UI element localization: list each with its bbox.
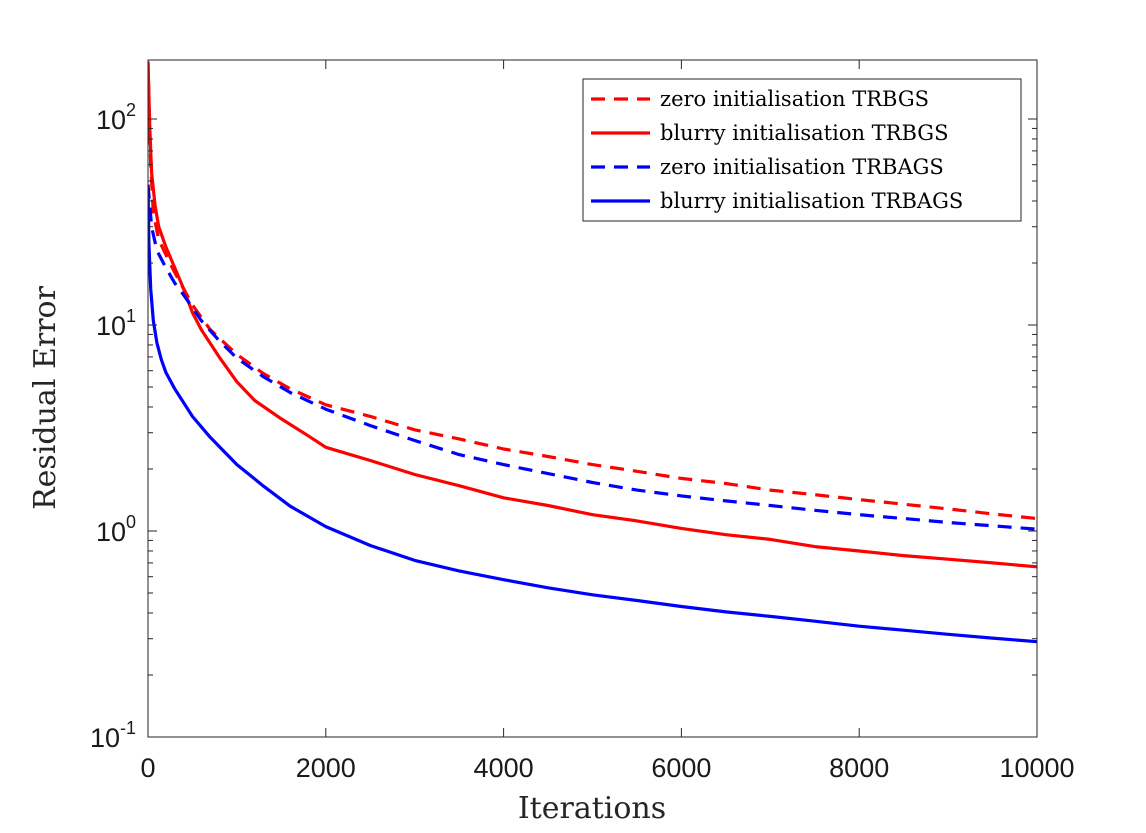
legend-items: zero initialisation TRBGS blurry initiali… (591, 87, 963, 213)
legend-entry-1: zero initialisation TRBGS (660, 87, 929, 111)
series-layer (148, 61, 1037, 644)
y-tick-label-0: 10-1 (90, 718, 136, 753)
series-line-3 (148, 184, 1037, 531)
x-tick-label-5: 10000 (999, 753, 1074, 783)
y-axis-label: Residual Error (28, 285, 63, 510)
y-tick-label-3: 102 (96, 100, 136, 135)
x-tick-label-3: 6000 (651, 753, 711, 783)
x-tick-label-4: 8000 (829, 753, 889, 783)
series-line-1 (148, 61, 1037, 521)
axes-box (147, 59, 1038, 738)
y-tick-label-1: 100 (96, 512, 136, 547)
series-line-2 (148, 61, 1037, 569)
tick-label-layer: 0 2000 4000 6000 8000 10000 10-1 100 101 102 (90, 100, 1075, 783)
legend: zero initialisation TRBGS blurry initiali… (582, 78, 1022, 222)
x-tick-label-2: 4000 (474, 753, 534, 783)
x-tick-label-0: 0 (140, 753, 155, 783)
legend-entry-4: blurry initialisation TRBAGS (660, 189, 963, 213)
legend-entry-2: blurry initialisation TRBGS (660, 121, 948, 145)
legend-entry-3: zero initialisation TRBAGS (660, 155, 944, 179)
series-line-4 (148, 184, 1037, 644)
x-tick-label-1: 2000 (296, 753, 356, 783)
y-tick-label-2: 101 (96, 306, 136, 341)
legend-box (582, 78, 1022, 222)
x-axis-label: Iterations (518, 791, 666, 826)
tick-layer (147, 60, 1038, 738)
